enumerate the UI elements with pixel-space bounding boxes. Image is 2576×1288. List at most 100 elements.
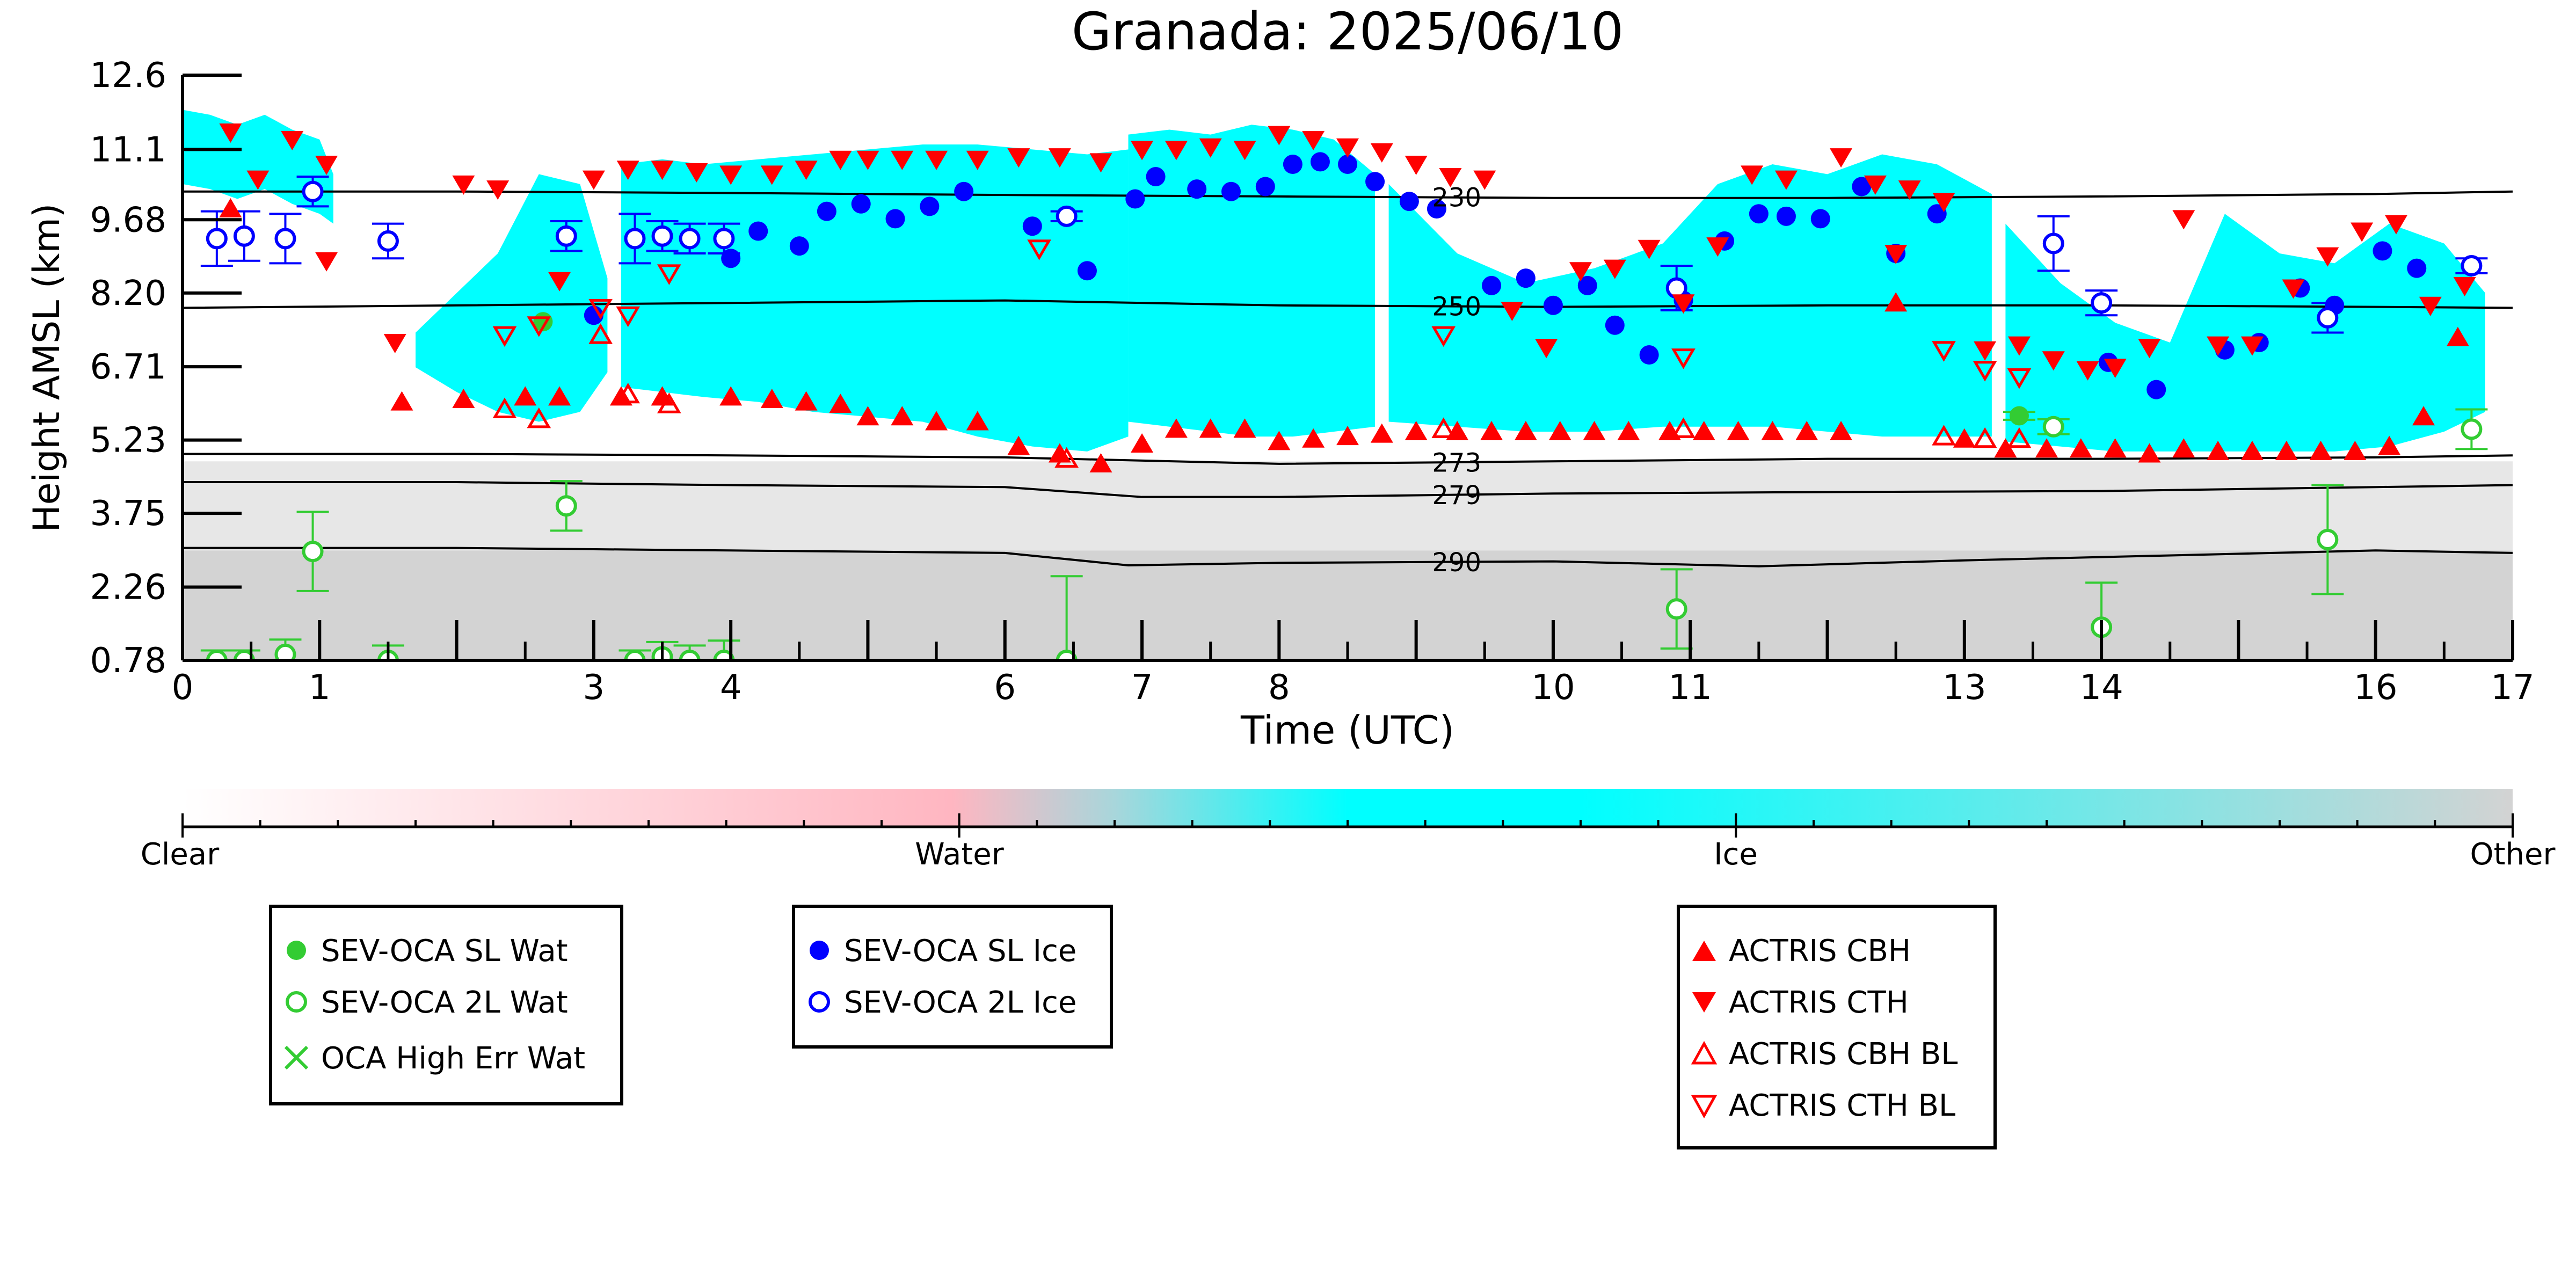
isotherm-290 xyxy=(183,547,2513,567)
sev-oca-2l-ice-point-2 xyxy=(233,225,255,247)
actris-cth-point-1 xyxy=(219,123,242,143)
sev-oca-2l-ice-point-15 xyxy=(2317,307,2339,329)
actris-cbh-bl-point-7 xyxy=(1431,417,1456,438)
sev-oca-sl-ice-point-23 xyxy=(1482,275,1502,295)
actris-cth-point-20 xyxy=(925,150,948,170)
actris-cth-point-14 xyxy=(719,165,743,185)
sev-oca-2l-ice-point-11 xyxy=(1056,205,1078,227)
actris-cbh-point-16 xyxy=(1007,435,1030,455)
actris-cbh-point-17 xyxy=(1048,443,1071,463)
actris-cbh-bl-point-4 xyxy=(616,382,641,404)
sev-oca-sl-ice-point-18 xyxy=(1310,152,1330,172)
actris-cth-point-62 xyxy=(2385,215,2407,235)
legend-marker-oca-high-err-wat xyxy=(284,1045,309,1070)
y-tick-label: 2.26 xyxy=(90,568,167,608)
ice-region-6 xyxy=(2005,214,2485,452)
actris-cth-point-25 xyxy=(1131,141,1154,161)
sev-oca-2l-wat-point-3 xyxy=(274,643,296,660)
actris-cbh-point-42 xyxy=(1994,438,2017,458)
actris-cbh-point-22 xyxy=(1233,418,1256,438)
actris-cth-point-63 xyxy=(2419,296,2442,316)
actris-cth-point-43 xyxy=(1741,165,1764,185)
sev-oca-sl-ice-point-1 xyxy=(584,305,603,325)
sev-oca-2l-wat-point-11 xyxy=(1056,650,1078,660)
sev-oca-2l-wat-point-12 xyxy=(1665,598,1687,620)
actris-cbh-point-3 xyxy=(452,389,475,409)
actris-cbh-point-11 xyxy=(829,394,852,413)
actris-cth-point-59 xyxy=(2282,279,2305,299)
actris-cbh-bl-point-2 xyxy=(527,407,551,428)
legend-marker-actris-cbh-bl xyxy=(1691,1040,1718,1065)
y-axis-ticks: 0.78 2.26 3.75 5.23 6.71 8.20 9.68 11.1 12.6 xyxy=(90,56,242,681)
actris-cbh-point-50 xyxy=(2275,440,2298,460)
actris-cbh-point-49 xyxy=(2240,440,2264,460)
sev-oca-2l-ice-point-14 xyxy=(2091,292,2113,314)
actris-cbh-bl-point-9 xyxy=(1932,425,1956,446)
y-tick-label: 6.71 xyxy=(90,347,167,387)
legend-label-oca-high-err-wat: OCA High Err Wat xyxy=(321,1041,585,1076)
other-class-sparse-fill xyxy=(183,461,2513,551)
actris-cth-point-7 xyxy=(452,175,475,195)
actris-cth-point-37 xyxy=(1535,339,1558,359)
actris-cth-bl-point-11 xyxy=(2007,368,2032,389)
x-tick-label: 16 xyxy=(2354,668,2397,708)
actris-cbh-point-12 xyxy=(856,406,879,426)
actris-cth-point-18 xyxy=(856,150,879,170)
plot-area xyxy=(183,75,2513,660)
legend-label-actris-cth-bl: ACTRIS CTH BL xyxy=(1729,1088,1955,1123)
actris-cth-point-36 xyxy=(1501,302,1524,322)
actris-cth-point-9 xyxy=(548,272,571,292)
sev-oca-2l-ice-point-13 xyxy=(2042,232,2064,254)
actris-cbh-point-52 xyxy=(2344,440,2367,460)
actris-cbh-point-44 xyxy=(2069,438,2092,458)
actris-cth-point-32 xyxy=(1370,143,1393,163)
actris-cth-point-31 xyxy=(1336,138,1359,158)
y-tick-label: 0.78 xyxy=(90,641,167,681)
actris-cbh-point-30 xyxy=(1514,420,1537,440)
x-tick-label: 11 xyxy=(1669,668,1712,708)
sev-oca-2l-ice-point-5 xyxy=(377,230,399,252)
y-tick-label: 11.1 xyxy=(90,130,167,170)
sev-oca-sl-ice-point-12 xyxy=(1125,189,1145,209)
actris-cbh-point-41 xyxy=(1953,428,1976,448)
actris-cth-point-58 xyxy=(2240,336,2264,356)
colorbar-label-other: Other xyxy=(2470,837,2556,872)
actris-cth-bl-point-5 xyxy=(657,264,681,285)
legend-marker-sev-oca-sl-ice xyxy=(810,941,829,960)
legend-label-sev-oca-sl-ice: SEV-OCA SL Ice xyxy=(844,934,1076,969)
x-tick-label: 14 xyxy=(2079,668,2123,708)
actris-cbh-point-51 xyxy=(2309,440,2332,460)
actris-cbh-point-5 xyxy=(548,386,571,406)
actris-cth-point-39 xyxy=(1603,259,1626,279)
actris-cth-bl-point-2 xyxy=(527,316,551,337)
actris-cbh-point-10 xyxy=(795,391,818,411)
sev-oca-sl-wat-point-2 xyxy=(2009,406,2029,426)
actris-cth-point-64 xyxy=(2453,276,2476,296)
actris-cbh-point-39 xyxy=(1830,420,1853,440)
colorbar-label-ice: Ice xyxy=(1714,837,1758,872)
sev-oca-2l-ice-point-10 xyxy=(713,228,735,250)
x-tick-label: 1 xyxy=(309,668,331,708)
y-tick-label: 12.6 xyxy=(90,56,167,96)
sev-oca-sl-ice-point-24 xyxy=(1516,268,1536,288)
actris-cbh-point-9 xyxy=(760,389,783,409)
actris-cth-point-35 xyxy=(1473,170,1496,190)
actris-cbh-point-36 xyxy=(1727,420,1750,440)
actris-cth-point-27 xyxy=(1199,138,1222,158)
legend-label-actris-cth: ACTRIS CTH xyxy=(1729,985,1909,1020)
chart-title: Granada: 2025/06/10 xyxy=(1072,2,1624,62)
isotherm-279 xyxy=(183,481,2513,498)
legend-marker-actris-cbh xyxy=(1692,941,1716,961)
actris-cbh-bl-point-6 xyxy=(1054,447,1079,468)
sev-oca-2l-ice-point-6 xyxy=(555,225,577,247)
sev-oca-sl-ice-point-15 xyxy=(1221,181,1241,201)
actris-cbh-point-27 xyxy=(1405,420,1428,440)
sev-oca-sl-ice-point-17 xyxy=(1283,154,1302,174)
actris-cth-point-54 xyxy=(2104,359,2127,379)
actris-cbh-point-13 xyxy=(891,406,914,426)
actris-cbh-point-14 xyxy=(925,411,948,431)
actris-cth-point-51 xyxy=(2007,336,2031,356)
data-markers xyxy=(200,123,2488,660)
actris-cth-point-50 xyxy=(1974,341,1997,361)
sev-oca-sl-ice-point-16 xyxy=(1255,177,1275,197)
